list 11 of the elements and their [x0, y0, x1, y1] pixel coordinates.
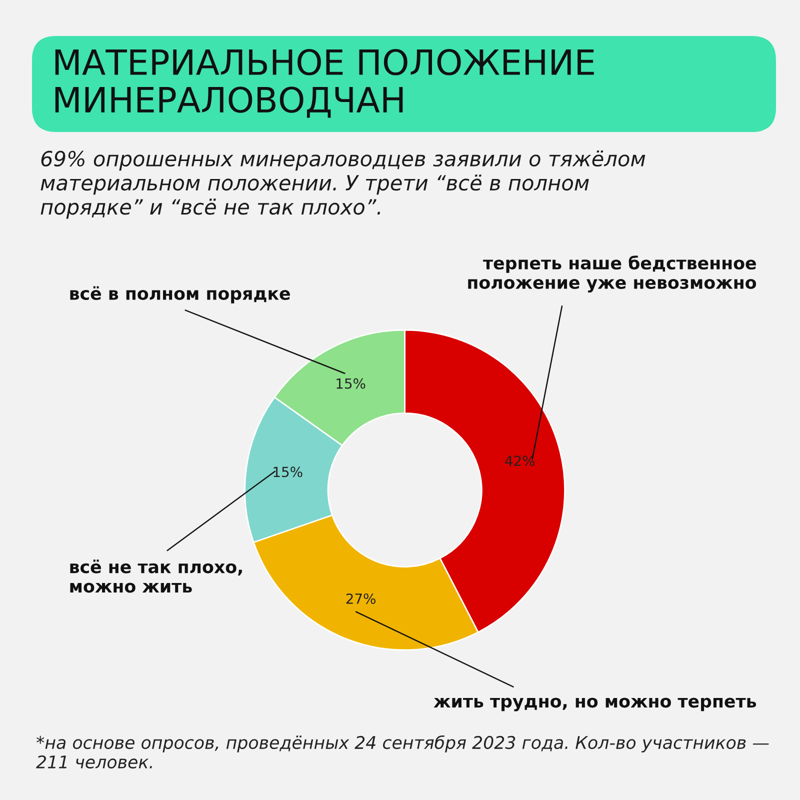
data-label: 15%: [274, 466, 302, 478]
slice-label: всё не так плохо, можно жить: [70, 560, 242, 593]
slice-label: жить трудно, но можно терпеть: [434, 698, 756, 712]
chart-title: МАТЕРИАЛЬНОЕ ПОЛОЖЕНИЕ МИНЕРАЛОВОДЧАН: [55, 49, 594, 118]
data-label: 42%: [505, 456, 535, 466]
text: *на основе опросов, проведённых 24 сентября 2023 года. Кол-во участников — 211 человек.: [36, 735, 769, 769]
chart-subtitle: 69% опрошенных минераловодцев заявили о тяжёлом материальном положении. У трети “всё в полном порядке” и “всё не так плохо”.: [40, 150, 646, 219]
slice-label: терпеть наше бедственное положение уже невозможно: [468, 256, 756, 292]
data-label: 27%: [346, 593, 376, 604]
slice-label: всё в полном порядке: [70, 286, 290, 304]
data-label: 15%: [336, 378, 366, 389]
